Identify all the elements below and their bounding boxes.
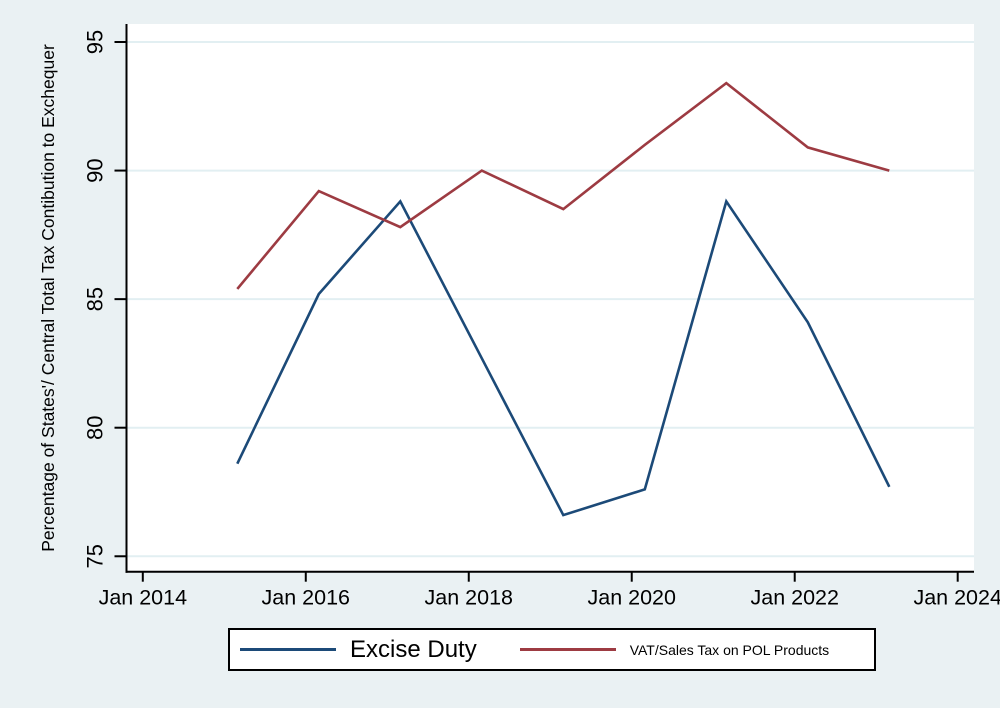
excise-duty-line — [236, 198, 891, 517]
excise-duty-line-swatch — [240, 648, 336, 651]
legend-item-vat-sales-tax: VAT/Sales Tax on POL Products — [519, 641, 830, 658]
y-tick-label: 80 — [83, 415, 108, 439]
x-tick-label: Jan 2022 — [750, 586, 838, 610]
x-tick-label: Jan 2014 — [99, 586, 188, 610]
y-tick-label: 85 — [83, 287, 108, 311]
y-tick-label: 90 — [83, 158, 108, 182]
y-axis-title: Percentage of States'/ Central Total Tax… — [38, 44, 58, 552]
legend: Excise Duty VAT/Sales Tax on POL Product… — [228, 628, 876, 671]
x-tick-label: Jan 2018 — [425, 586, 514, 610]
x-tick-label: Jan 2024 — [913, 586, 1000, 610]
legend-label-vat-sales-tax: VAT/Sales Tax on POL Products — [629, 641, 830, 658]
x-tick-label: Jan 2016 — [262, 586, 351, 610]
x-tick-label: Jan 2020 — [588, 586, 677, 610]
vat-sales-tax-line-swatch — [519, 648, 616, 651]
vat-sales-tax-line — [236, 81, 890, 290]
y-tick-label: 95 — [83, 30, 108, 54]
legend-label-excise-duty: Excise Duty — [350, 635, 477, 663]
legend-item-excise-duty: Excise Duty — [240, 636, 477, 664]
y-tick-label: 75 — [83, 544, 108, 568]
plot-background — [126, 24, 974, 572]
